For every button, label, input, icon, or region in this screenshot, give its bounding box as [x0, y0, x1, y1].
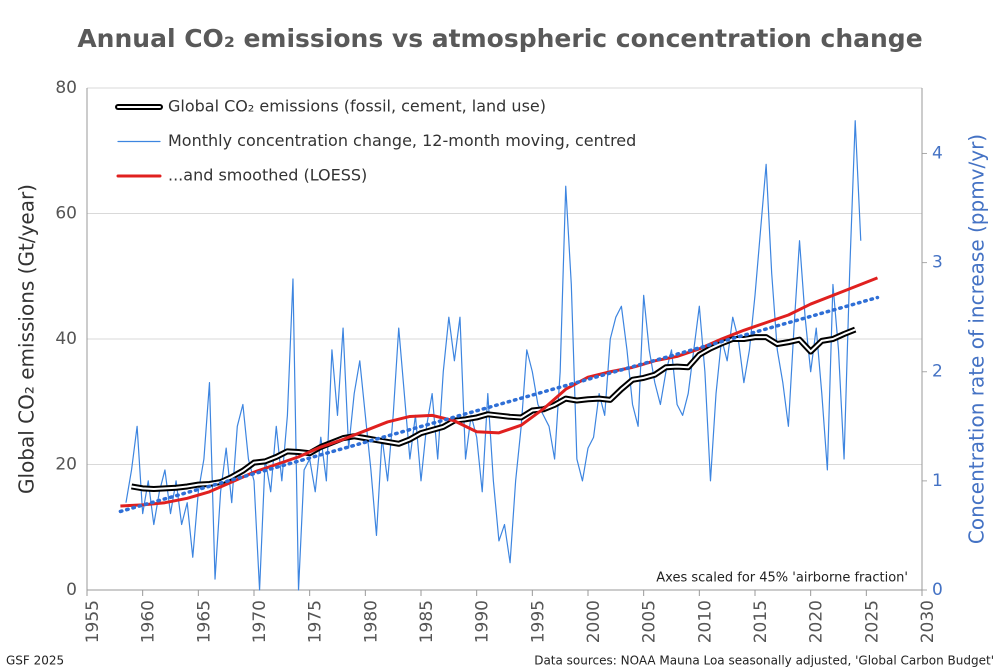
legend-label: ...and smoothed (LOESS)	[168, 166, 367, 185]
x-tick-label: 1975	[306, 600, 326, 643]
y-tick-label: 80	[55, 78, 77, 98]
y2-tick-label: 0	[932, 580, 943, 600]
x-tick-label: 2025	[862, 600, 882, 643]
x-tick-label: 1980	[361, 600, 381, 643]
y2-tick-label: 4	[932, 143, 943, 163]
x-tick-label: 1955	[83, 600, 103, 643]
x-tick-label: 2010	[695, 600, 715, 643]
x-tick-label: 1970	[250, 600, 270, 643]
y2-tick-label: 3	[932, 253, 943, 273]
x-tick-label: 1995	[528, 600, 548, 643]
y2-tick-label: 2	[932, 362, 943, 382]
footer-right: Data sources: NOAA Mauna Loa seasonally …	[534, 654, 994, 668]
y2-axis-label: Concentration rate of increase (ppmv/yr)	[965, 134, 989, 544]
x-tick-label: 1960	[139, 600, 159, 643]
y2-tick-label: 1	[932, 471, 943, 491]
x-tick-label: 2020	[807, 600, 827, 643]
x-tick-label: 2030	[918, 600, 938, 643]
y-tick-label: 20	[55, 455, 77, 475]
x-tick-label: 2005	[640, 600, 660, 643]
footer-left: GSF 2025	[6, 654, 64, 668]
legend-label: Monthly concentration change, 12-month m…	[168, 131, 636, 150]
y-tick-label: 40	[55, 329, 77, 349]
series-line	[118, 295, 880, 514]
chart-title: Annual CO₂ emissions vs atmospheric conc…	[77, 24, 922, 53]
y-tick-label: 0	[66, 580, 77, 600]
x-tick-label: 1990	[473, 600, 493, 643]
x-tick-label: 2015	[751, 600, 771, 643]
legend-label: Global CO₂ emissions (fossil, cement, la…	[168, 97, 546, 116]
y-tick-label: 60	[55, 204, 77, 224]
x-tick-label: 1965	[194, 600, 214, 643]
x-tick-label: 2000	[584, 600, 604, 643]
y-axis-label: Global CO₂ emissions (Gt/year)	[15, 184, 39, 494]
x-tick-label: 1985	[417, 600, 437, 643]
annotation: Axes scaled for 45% 'airborne fraction'	[656, 571, 908, 586]
